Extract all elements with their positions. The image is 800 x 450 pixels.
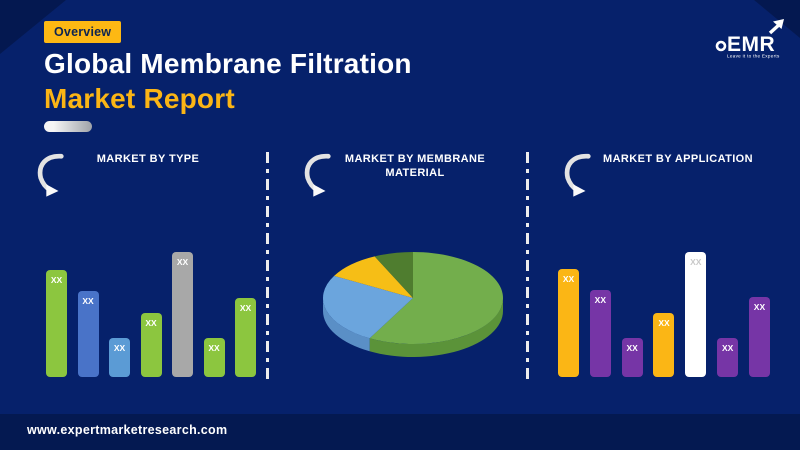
bar-value-label: XX	[145, 318, 157, 328]
bar-value-label: XX	[594, 295, 606, 305]
bar-value-label: XX	[753, 302, 766, 312]
bar-value-label: XX	[50, 275, 63, 285]
page-title-line2: Market Report	[44, 83, 235, 114]
bar: XX	[748, 297, 770, 377]
bar-value-label: XX	[562, 274, 575, 284]
bar: XX	[589, 290, 611, 377]
blue-slice-side	[323, 298, 370, 352]
bar-value-label: XX	[176, 257, 189, 267]
bar-value-label: XX	[690, 257, 702, 267]
bar-value-label: XX	[208, 343, 220, 353]
bar-chart-market-by-application: XX XX XX XX XX XX XX	[558, 245, 770, 377]
logo-dot-icon	[715, 40, 727, 52]
bar: XX	[685, 252, 707, 377]
pie-chart-market-by-membrane-material	[323, 252, 503, 357]
bar: XX	[203, 338, 225, 377]
bar: XX	[77, 291, 99, 377]
footer-website-link[interactable]: www.expertmarketresearch.com	[27, 423, 228, 437]
bar: XX	[717, 338, 739, 377]
section-title-market-by-application: MARKET BY APPLICATION	[603, 153, 753, 165]
dark-green-slice	[374, 252, 413, 298]
green-slice-side	[369, 298, 503, 357]
dashed-divider	[526, 152, 529, 384]
emr-logo: EMR Leave it to the Experts	[715, 19, 784, 59]
section-title-market-by-membrane-material: MARKET BY MEMBRANE MATERIAL	[344, 153, 486, 179]
bar-value-label: XX	[721, 343, 734, 353]
section-title-market-by-type: MARKET BY TYPE	[96, 153, 200, 165]
bar-value-label: XX	[658, 318, 670, 328]
dashed-divider	[266, 152, 269, 384]
bar: XX	[235, 298, 256, 377]
blue-slice	[323, 275, 413, 339]
curved-arrow-icon	[304, 153, 331, 197]
bar-value-label: XX	[626, 343, 638, 353]
page-title: Global Membrane Filtration Market Report	[44, 46, 412, 116]
bar: XX	[172, 252, 193, 377]
page-title-line1: Global Membrane Filtration	[44, 48, 412, 79]
title-divider	[44, 121, 92, 132]
bar: XX	[140, 313, 162, 377]
footer-bar: www.expertmarketresearch.com	[0, 414, 800, 450]
bar-value-label: XX	[82, 296, 94, 306]
logo-tagline: Leave it to the Experts	[727, 54, 780, 59]
bar: XX	[653, 313, 675, 377]
bar: XX	[558, 269, 579, 377]
bar-value-label: XX	[239, 303, 252, 313]
bar: XX	[109, 338, 130, 377]
overview-badge: Overview	[44, 21, 122, 43]
curved-arrow-icon	[37, 153, 64, 197]
bar-chart-market-by-type: XX XX XX XX XX XX XX	[46, 245, 256, 377]
logo-arrowhead-icon	[773, 19, 784, 29]
logo-text: EMR	[727, 33, 775, 56]
green-slice	[369, 252, 503, 344]
bar: XX	[621, 338, 643, 377]
yellow-slice	[334, 256, 413, 298]
bar: XX	[46, 270, 67, 377]
bar-value-label: XX	[113, 343, 126, 353]
curved-arrow-icon	[564, 153, 591, 197]
